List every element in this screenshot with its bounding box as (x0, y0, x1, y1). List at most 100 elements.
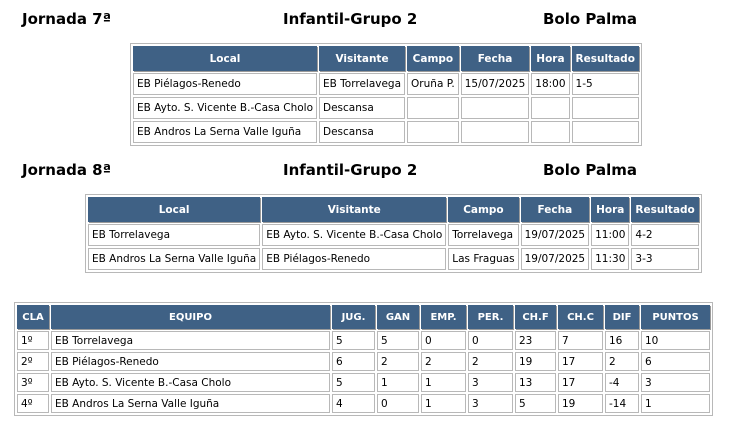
cell-gan: 5 (377, 331, 419, 350)
cell-resultado (571, 121, 639, 143)
cell-gan: 1 (377, 373, 419, 392)
cell-fecha: 19/07/2025 (520, 224, 590, 246)
table-row: EB Ayto. S. Vicente B.-Casa Cholo Descan… (133, 97, 639, 119)
col-cla: CLA (17, 305, 49, 329)
cell-puntos: 1 (641, 394, 710, 413)
round7-table: Local Visitante Campo Fecha Hora Resulta… (130, 43, 642, 146)
col-emp: EMP. (421, 305, 466, 329)
col-hora: Hora (591, 197, 630, 222)
cell-hora: 18:00 (531, 73, 570, 95)
cell-gan: 0 (377, 394, 419, 413)
cell-campo: Oruña P. (407, 73, 459, 95)
round8-group: Infantil-Grupo 2 (283, 161, 418, 179)
table-row: 3º EB Ayto. S. Vicente B.-Casa Cholo 5 1… (17, 373, 710, 392)
cell-cla: 4º (17, 394, 49, 413)
cell-chc: 19 (558, 394, 603, 413)
cell-local: EB Ayto. S. Vicente B.-Casa Cholo (133, 97, 317, 119)
table-row: 4º EB Andros La Serna Valle Iguña 4 0 1 … (17, 394, 710, 413)
standings-table: CLA EQUIPO JUG. GAN EMP. PER. CH.F CH.C … (14, 302, 713, 416)
round7-group: Infantil-Grupo 2 (283, 10, 418, 28)
cell-equipo: EB Ayto. S. Vicente B.-Casa Cholo (51, 373, 330, 392)
cell-puntos: 6 (641, 352, 710, 371)
col-puntos: PUNTOS (641, 305, 710, 329)
table-row: EB Andros La Serna Valle Iguña EB Piélag… (88, 248, 699, 270)
cell-puntos: 10 (641, 331, 710, 350)
col-visitante: Visitante (319, 46, 406, 71)
col-hora: Hora (531, 46, 570, 71)
col-campo: Campo (448, 197, 519, 222)
cell-campo: Torrelavega (448, 224, 519, 246)
col-fecha: Fecha (460, 46, 530, 71)
cell-fecha: 19/07/2025 (520, 248, 590, 270)
cell-per: 0 (468, 331, 513, 350)
cell-hora (531, 97, 570, 119)
cell-hora: 11:30 (591, 248, 630, 270)
col-jug: JUG. (332, 305, 375, 329)
cell-per: 2 (468, 352, 513, 371)
table-row: 1º EB Torrelavega 5 5 0 0 23 7 16 10 (17, 331, 710, 350)
cell-visitante: Descansa (319, 121, 406, 143)
col-visitante: Visitante (262, 197, 447, 222)
cell-chf: 13 (515, 373, 556, 392)
cell-campo (407, 97, 459, 119)
cell-chf: 23 (515, 331, 556, 350)
cell-chf: 5 (515, 394, 556, 413)
cell-chc: 17 (558, 352, 603, 371)
col-dif: DIF (605, 305, 639, 329)
cell-resultado: 4-2 (631, 224, 699, 246)
round8-title: Jornada 8ª (22, 161, 112, 179)
cell-per: 3 (468, 373, 513, 392)
cell-visitante: EB Piélagos-Renedo (262, 248, 447, 270)
col-equipo: EQUIPO (51, 305, 330, 329)
cell-dif: -4 (605, 373, 639, 392)
cell-emp: 0 (421, 331, 466, 350)
cell-local: EB Torrelavega (88, 224, 261, 246)
col-local: Local (88, 197, 261, 222)
cell-resultado: 3-3 (631, 248, 699, 270)
round8-sport: Bolo Palma (543, 161, 638, 179)
table-header-row: Local Visitante Campo Fecha Hora Resulta… (133, 46, 639, 71)
cell-jug: 6 (332, 352, 375, 371)
cell-visitante: Descansa (319, 97, 406, 119)
cell-equipo: EB Torrelavega (51, 331, 330, 350)
cell-hora (531, 121, 570, 143)
col-gan: GAN (377, 305, 419, 329)
table-row: 2º EB Piélagos-Renedo 6 2 2 2 19 17 2 6 (17, 352, 710, 371)
cell-dif: 16 (605, 331, 639, 350)
cell-jug: 5 (332, 373, 375, 392)
table-row: EB Torrelavega EB Ayto. S. Vicente B.-Ca… (88, 224, 699, 246)
col-resultado: Resultado (631, 197, 699, 222)
cell-puntos: 3 (641, 373, 710, 392)
cell-jug: 4 (332, 394, 375, 413)
cell-resultado: 1-5 (571, 73, 639, 95)
cell-chc: 17 (558, 373, 603, 392)
table-header-row: Local Visitante Campo Fecha Hora Resulta… (88, 197, 699, 222)
table-row: EB Piélagos-Renedo EB Torrelavega Oruña … (133, 73, 639, 95)
col-local: Local (133, 46, 317, 71)
cell-cla: 2º (17, 352, 49, 371)
cell-emp: 1 (421, 373, 466, 392)
cell-equipo: EB Andros La Serna Valle Iguña (51, 394, 330, 413)
col-per: PER. (468, 305, 513, 329)
cell-hora: 11:00 (591, 224, 630, 246)
cell-jug: 5 (332, 331, 375, 350)
round7-sport: Bolo Palma (543, 10, 638, 28)
cell-fecha: 15/07/2025 (460, 73, 530, 95)
col-resultado: Resultado (571, 46, 639, 71)
cell-per: 3 (468, 394, 513, 413)
cell-emp: 2 (421, 352, 466, 371)
round7-title: Jornada 7ª (22, 10, 112, 28)
cell-cla: 3º (17, 373, 49, 392)
col-chc: CH.C (558, 305, 603, 329)
cell-dif: 2 (605, 352, 639, 371)
cell-local: EB Andros La Serna Valle Iguña (133, 121, 317, 143)
cell-chc: 7 (558, 331, 603, 350)
cell-equipo: EB Piélagos-Renedo (51, 352, 330, 371)
cell-local: EB Andros La Serna Valle Iguña (88, 248, 261, 270)
cell-campo (407, 121, 459, 143)
cell-visitante: EB Torrelavega (319, 73, 406, 95)
cell-dif: -14 (605, 394, 639, 413)
cell-chf: 19 (515, 352, 556, 371)
cell-gan: 2 (377, 352, 419, 371)
col-fecha: Fecha (520, 197, 590, 222)
